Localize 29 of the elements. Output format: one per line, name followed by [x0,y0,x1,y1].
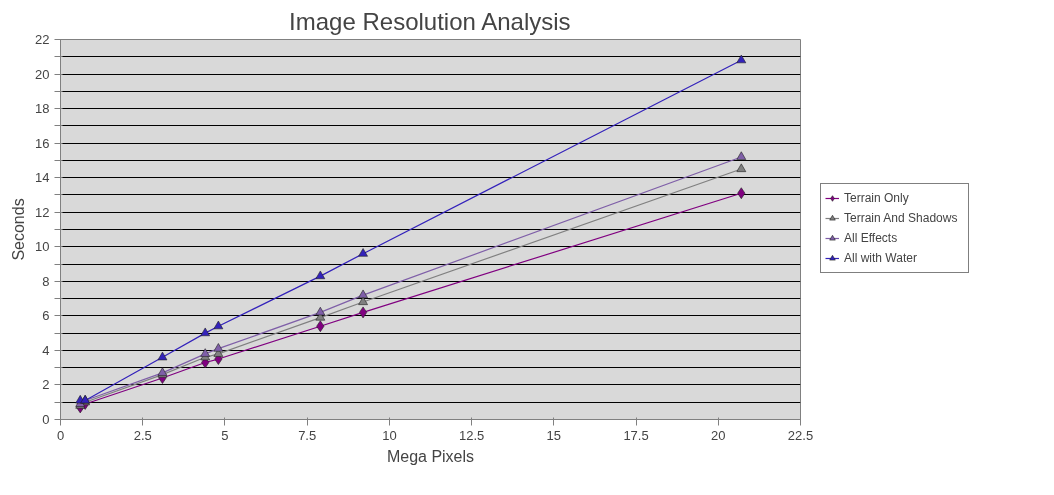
x-tick-label: 17.5 [623,427,649,443]
y-tick-label: 2 [42,377,50,393]
y-tick-label: 6 [42,308,50,324]
y-axis-title: Seconds [10,198,28,261]
y-tick-label: 22 [35,32,50,47]
y-tick-label: 10 [35,239,50,255]
x-tick-label: 20 [711,427,726,443]
y-tick-label: 14 [35,170,50,186]
x-tick-label: 12.5 [458,427,485,443]
x-tick-label: 5 [221,427,229,443]
y-tick-label: 20 [35,66,50,82]
x-axis-title: Mega Pixels [386,447,475,465]
legend-label: Terrain Only [844,191,910,205]
y-tick-label: 8 [42,273,50,289]
x-tick-label: 15 [546,427,562,443]
y-tick-label: 12 [35,204,50,220]
legend-label: All Effects [844,231,899,245]
chart-title: Image Resolution Analysis [289,7,571,35]
x-tick-label: 10 [382,427,397,443]
legend-label: All with Water [844,251,918,265]
x-tick-label: 7.5 [298,427,317,443]
y-tick-label: 16 [35,135,50,151]
x-tick-label: 22.5 [787,427,814,443]
x-tick-label: 2.5 [133,427,152,443]
y-tick-label: 0 [42,412,50,427]
x-tick-label: 0 [56,427,65,443]
y-tick-label: 4 [42,342,50,358]
y-tick-label: 18 [35,101,50,117]
legend-label: Terrain And Shadows [844,211,959,225]
